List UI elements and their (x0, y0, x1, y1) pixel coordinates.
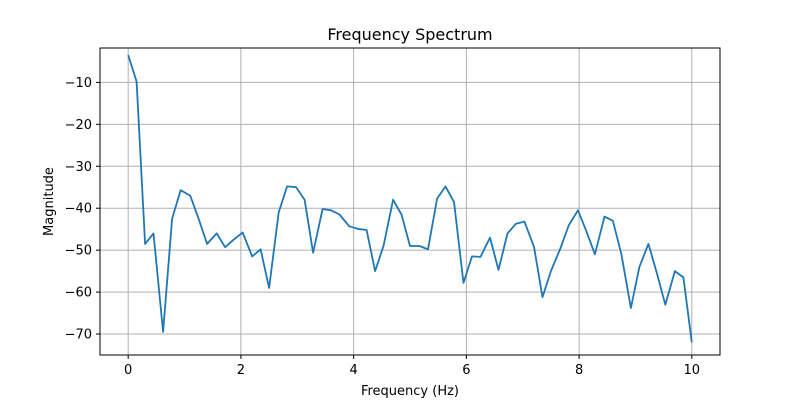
x-tick-label: 6 (462, 363, 470, 378)
x-tick-label: 8 (575, 363, 583, 378)
plot-frame (99, 47, 721, 356)
spectrum-line (127, 54, 693, 343)
x-tick-label: 2 (237, 363, 245, 378)
y-tick-label: −10 (65, 76, 92, 91)
y-tick-label: −60 (65, 286, 92, 301)
y-tick-label: −30 (65, 160, 92, 175)
plot-area (127, 54, 693, 343)
y-tick-label: −70 (65, 328, 92, 343)
x-tick-label: 10 (684, 363, 701, 378)
y-axis-label: Magnitude (42, 167, 57, 236)
ticks: 0 2 4 6 8 10 −70 −60 −50 −40 −30 −20 −10 (65, 76, 701, 378)
x-tick-label: 4 (349, 363, 357, 378)
x-tick-label: 0 (124, 363, 132, 378)
y-tick-label: −40 (65, 202, 92, 217)
chart-title: Frequency Spectrum (327, 25, 492, 44)
y-tick-label: −50 (65, 244, 92, 259)
y-tick-label: −20 (65, 118, 92, 133)
x-axis-label: Frequency (Hz) (361, 384, 459, 399)
grid (100, 48, 720, 355)
